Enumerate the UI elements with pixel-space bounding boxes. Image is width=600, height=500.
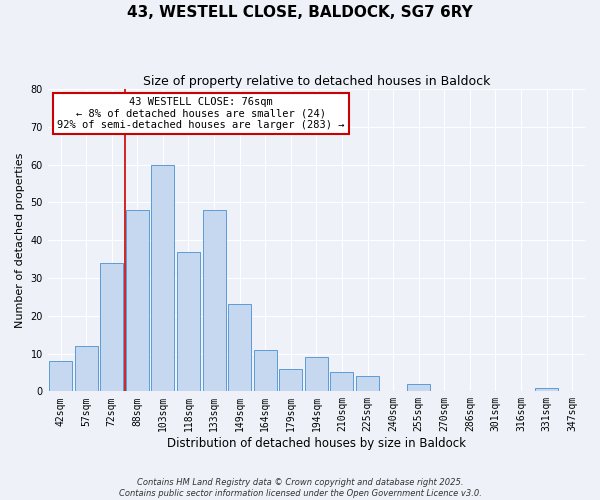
- Bar: [280, 368, 302, 392]
- Y-axis label: Number of detached properties: Number of detached properties: [15, 152, 25, 328]
- Bar: [74, 346, 98, 392]
- Bar: [151, 164, 175, 392]
- Text: 43 WESTELL CLOSE: 76sqm
← 8% of detached houses are smaller (24)
92% of semi-det: 43 WESTELL CLOSE: 76sqm ← 8% of detached…: [57, 96, 344, 130]
- Bar: [254, 350, 277, 392]
- Bar: [100, 263, 123, 392]
- Text: Contains HM Land Registry data © Crown copyright and database right 2025.
Contai: Contains HM Land Registry data © Crown c…: [119, 478, 481, 498]
- Text: 43, WESTELL CLOSE, BALDOCK, SG7 6RY: 43, WESTELL CLOSE, BALDOCK, SG7 6RY: [127, 5, 473, 20]
- Bar: [356, 376, 379, 392]
- Title: Size of property relative to detached houses in Baldock: Size of property relative to detached ho…: [143, 75, 490, 88]
- Bar: [535, 388, 558, 392]
- Bar: [305, 358, 328, 392]
- Bar: [177, 252, 200, 392]
- Bar: [331, 372, 353, 392]
- Bar: [49, 361, 72, 392]
- Bar: [228, 304, 251, 392]
- Bar: [126, 210, 149, 392]
- X-axis label: Distribution of detached houses by size in Baldock: Distribution of detached houses by size …: [167, 437, 466, 450]
- Bar: [407, 384, 430, 392]
- Bar: [203, 210, 226, 392]
